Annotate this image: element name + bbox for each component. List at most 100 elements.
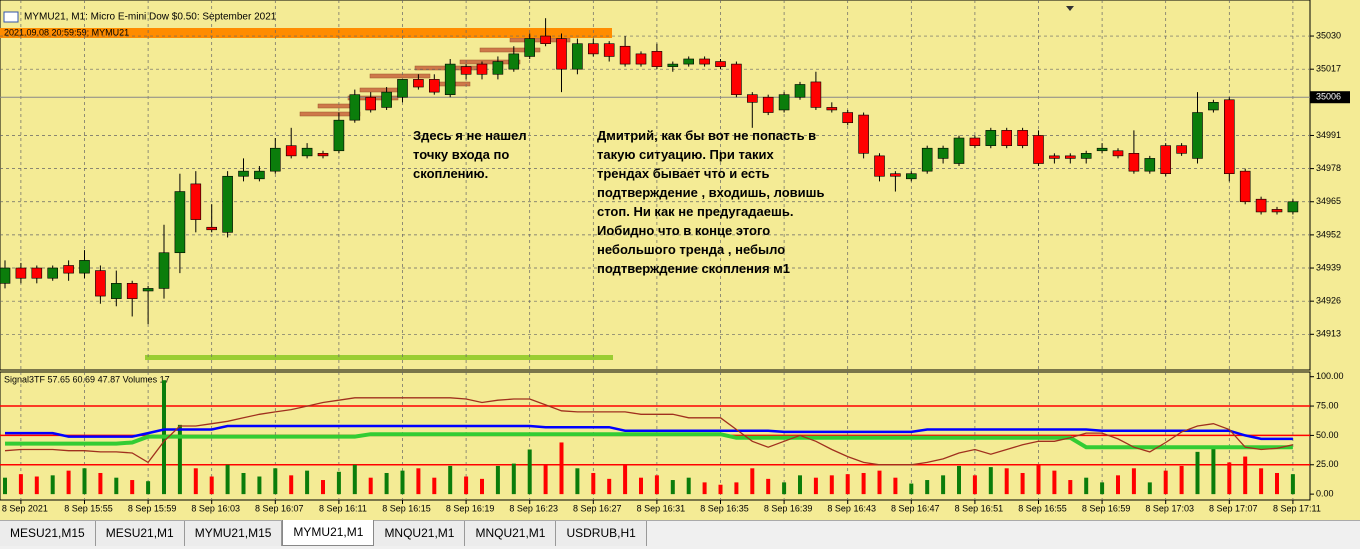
x-tick-label: 8 Sep 16:39 — [764, 503, 813, 513]
tab[interactable]: MYMU21,M15 — [184, 521, 283, 546]
volume-bar — [718, 484, 723, 495]
candle-body — [1208, 102, 1219, 111]
volume-bar — [273, 468, 278, 495]
volume-bar — [1290, 474, 1295, 495]
y-tick-label: 34913 — [1316, 329, 1341, 339]
candle-body — [905, 173, 917, 180]
candle-body — [683, 58, 695, 65]
volume-bar — [988, 467, 993, 495]
volume-bar — [321, 480, 325, 495]
x-tick-label: 8 Sep 16:11 — [319, 503, 367, 513]
info-text: 2021.09.08 20:59:59; MYMU21 — [4, 27, 129, 37]
candle-body — [1096, 147, 1108, 152]
volume-bar — [432, 477, 437, 495]
candle-body — [651, 51, 663, 67]
volume-bar — [925, 480, 930, 495]
candle-body — [444, 63, 456, 95]
x-tick-label: 8 Sep 16:07 — [255, 503, 304, 513]
candle-body — [953, 137, 965, 164]
background — [0, 0, 1360, 520]
candle-body — [794, 84, 806, 98]
annotation-line: Иобидно что в конце этого — [597, 223, 770, 238]
volume-bar — [766, 478, 771, 495]
candle-body — [556, 38, 567, 70]
x-tick-label: 8 Sep 17:03 — [1145, 503, 1194, 513]
volume-bar — [177, 424, 182, 495]
candle-body — [1160, 145, 1171, 175]
info-bar — [0, 28, 612, 38]
candle-body — [31, 267, 43, 279]
volume-bar — [972, 475, 977, 495]
annotation-line: такую ситуацию. При таких — [597, 147, 775, 162]
candle-body — [810, 81, 822, 108]
indicator-line — [5, 424, 1293, 441]
volume-bar — [734, 482, 739, 495]
candle-body — [79, 260, 90, 274]
candle-body — [269, 147, 281, 172]
volume-bar — [686, 477, 691, 495]
candle-body — [1001, 130, 1013, 146]
x-tick-label: 8 Sep 17:11 — [1273, 503, 1321, 513]
volume-bar — [416, 468, 421, 495]
volume-bar — [98, 472, 103, 495]
volume-bar — [130, 480, 135, 495]
volume-bar — [1195, 451, 1200, 495]
volume-bar — [1131, 468, 1136, 495]
window-icon — [3, 11, 19, 23]
candle-body — [1080, 153, 1092, 159]
candle-body — [842, 112, 854, 124]
tab[interactable]: MYMU21,M1 — [282, 520, 375, 546]
indicator-title: Signal3TF 57.65 60.69 47.87 Volumes 17 — [4, 374, 170, 384]
candle-body — [1239, 170, 1251, 203]
candle-body — [969, 137, 981, 146]
symbol-tabs: MESU21,M15 MESU21,M1 MYMU21,M15 MYMU21,M1 MN… — [0, 520, 1360, 549]
volume-bar — [225, 464, 230, 495]
x-tick-label: 8 Sep 16:43 — [827, 503, 876, 513]
candle-body — [460, 66, 472, 75]
volume-bar — [1243, 456, 1248, 495]
volume-bar — [1052, 470, 1057, 495]
candle-body — [285, 145, 297, 157]
candle-body — [619, 45, 631, 65]
candle-body — [1049, 155, 1060, 159]
volume-bar — [1179, 465, 1184, 495]
tab[interactable]: MESU21,M1 — [95, 521, 185, 546]
candle-body — [635, 53, 647, 65]
volume-bar — [1068, 480, 1073, 495]
volume-bar — [1084, 477, 1089, 495]
volume-bar — [34, 476, 39, 495]
tab[interactable]: MNQU21,M1 — [374, 521, 466, 546]
annotation-line: подтверждение скопления м1 — [597, 261, 790, 276]
candle-body — [572, 43, 583, 70]
tab[interactable]: MNQU21,M1 — [465, 521, 557, 546]
candle-body — [746, 94, 758, 103]
volume-bar — [1227, 462, 1232, 495]
candle-body — [349, 94, 361, 121]
volume-bar — [511, 463, 516, 495]
volume-bar — [3, 477, 7, 495]
candle-body — [15, 267, 27, 279]
volume-bar — [480, 478, 484, 495]
y-tick-label: 34965 — [1316, 196, 1341, 206]
tab[interactable]: USDRUB,H1 — [556, 521, 647, 546]
y-tick-label: 34939 — [1316, 262, 1341, 272]
tab[interactable]: MESU21,M15 — [0, 521, 96, 546]
candle-body — [190, 183, 202, 220]
y-tick-label: 50.00 — [1316, 430, 1339, 440]
candle-body — [174, 191, 186, 254]
volume-bar — [464, 476, 469, 495]
x-tick-label: 8 Sep 15:55 — [64, 503, 113, 513]
candle-body — [826, 107, 838, 111]
volume-bar — [384, 472, 389, 495]
candle-body — [111, 283, 122, 299]
volume-bar — [670, 480, 675, 495]
y-tick-label: 0.00 — [1316, 489, 1334, 499]
volume-bar — [1100, 482, 1105, 495]
volume-bar — [798, 475, 802, 495]
candle-body — [317, 153, 329, 157]
candle-body — [1017, 130, 1028, 146]
candle-body — [508, 53, 520, 70]
candle-body — [1128, 153, 1140, 172]
candle-body — [1255, 198, 1267, 213]
annotation-line: Здесь я не нашел — [413, 128, 527, 143]
